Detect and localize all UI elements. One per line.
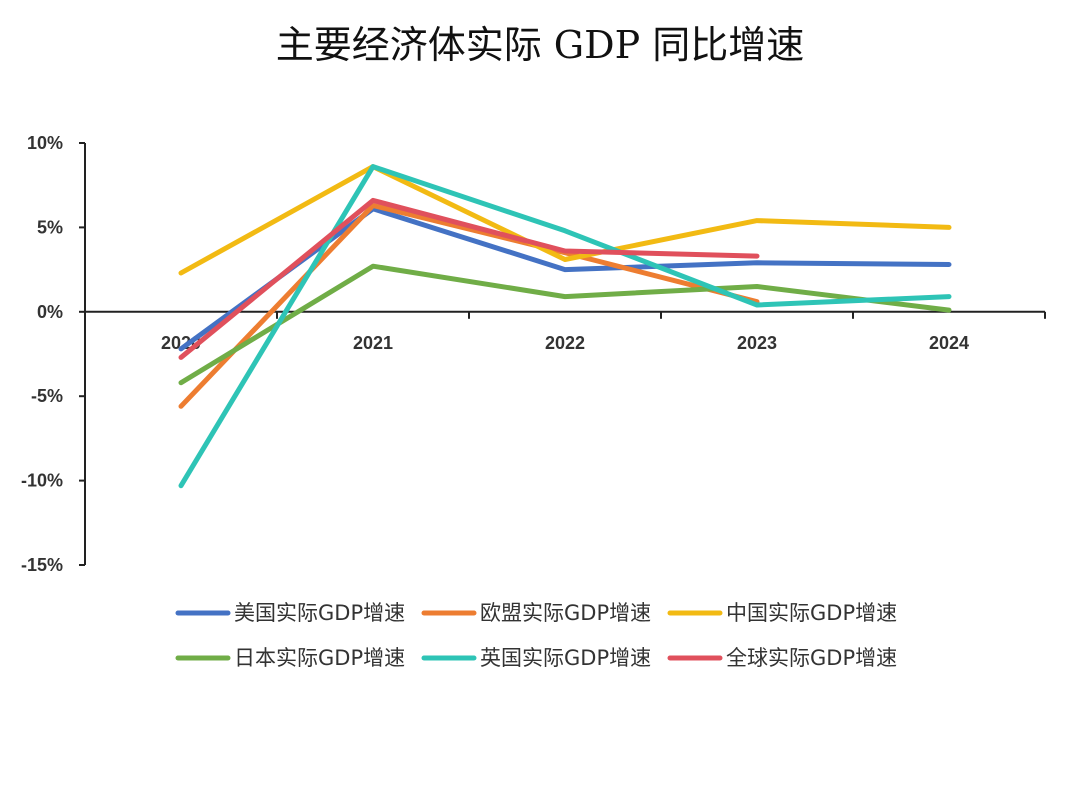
legend-label: 全球实际GDP增速: [726, 646, 897, 670]
series-line-3: [178, 263, 952, 386]
legend-label: 中国实际GDP增速: [726, 601, 897, 625]
x-tick-label: 2024: [929, 333, 969, 353]
y-tick-label: 0%: [37, 302, 63, 322]
y-tick-label: -5%: [31, 386, 63, 406]
y-tick-label: 10%: [27, 133, 63, 153]
x-tick-label: 2023: [737, 333, 777, 353]
series-line-2: [178, 164, 952, 276]
y-tick-label: 5%: [37, 217, 63, 237]
tick-labels: 10%5%0%-5%-10%-15%2020 2021 2022 2023 2024: [21, 133, 969, 575]
y-tick-label: -10%: [21, 471, 63, 491]
legend-label: 欧盟实际GDP增速: [480, 601, 651, 625]
x-tick-label: 2021: [353, 333, 393, 353]
series-line-1: [178, 203, 760, 409]
series-line-4: [178, 164, 952, 489]
series-line-5: [178, 197, 760, 360]
y-tick-label: -15%: [21, 555, 63, 575]
axes: [79, 142, 1046, 566]
series-lines: [178, 164, 952, 489]
legend-label: 日本实际GDP增速: [234, 646, 405, 670]
chart-title: 主要经济体实际 GDP 同比增速: [275, 23, 805, 67]
legend-label: 美国实际GDP增速: [234, 601, 405, 625]
legend-label: 英国实际GDP增速: [480, 646, 651, 670]
x-tick-label: 2022: [545, 333, 585, 353]
